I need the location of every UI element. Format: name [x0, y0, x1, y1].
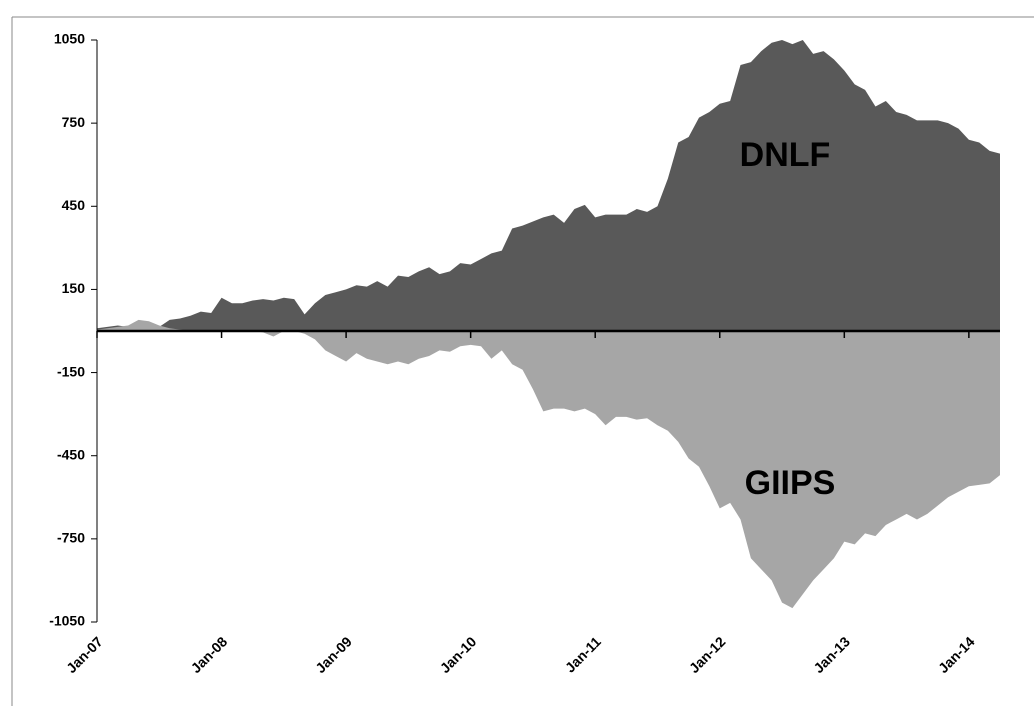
x-tick-label: Jan-10 — [437, 633, 480, 676]
y-tick-label: -750 — [57, 530, 85, 546]
y-tick-label: 750 — [62, 114, 86, 130]
y-tick-label: 150 — [62, 280, 86, 296]
x-tick-label: Jan-09 — [312, 633, 355, 676]
area — [97, 319, 1000, 609]
series-label: DNLF — [740, 136, 831, 174]
y-tick-label: 1050 — [54, 31, 85, 47]
area — [97, 40, 1000, 331]
x-tick-label: Jan-07 — [63, 633, 106, 676]
x-tick-label: Jan-12 — [686, 633, 729, 676]
y-tick-label: -1050 — [49, 613, 85, 629]
y-tick-label: 450 — [62, 197, 86, 213]
x-tick-label: Jan-08 — [188, 633, 231, 676]
x-tick-label: Jan-13 — [810, 633, 853, 676]
y-tick-label: -450 — [57, 446, 85, 462]
x-tick-label: Jan-11 — [562, 633, 604, 675]
series-label: GIIPS — [745, 464, 836, 502]
x-tick-label: Jan-14 — [935, 633, 978, 676]
y-tick-label: -150 — [57, 363, 85, 379]
